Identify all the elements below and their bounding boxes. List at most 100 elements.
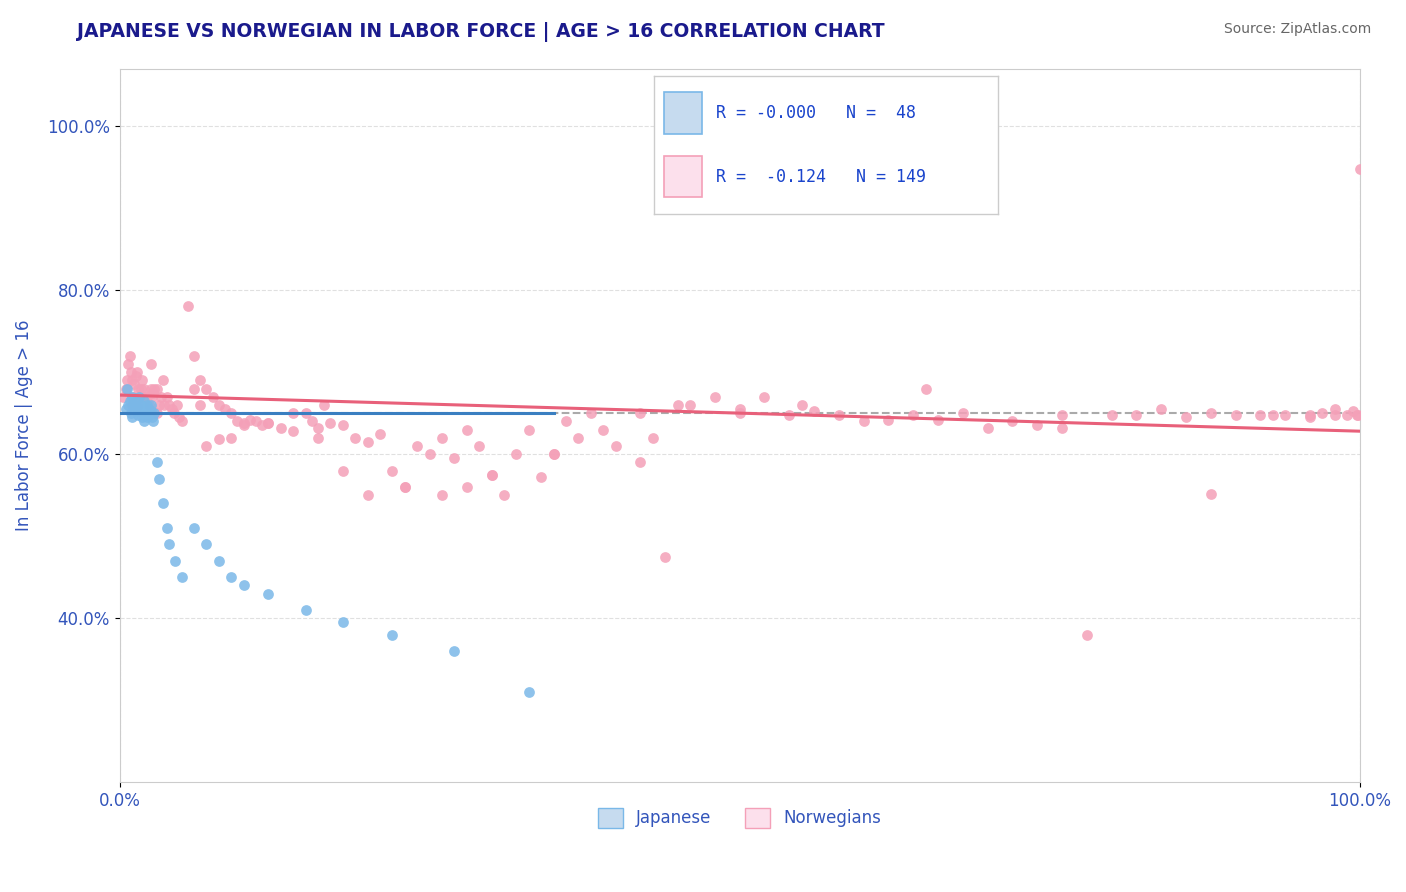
Point — [381, 464, 404, 478]
Legend: Japanese, Norwegians: Japanese, Norwegians — [592, 801, 887, 835]
Point — [131, 402, 153, 417]
Point — [219, 431, 242, 445]
Point — [157, 398, 180, 412]
Point — [142, 385, 165, 400]
Point — [214, 402, 236, 417]
Point — [146, 455, 169, 469]
Point — [118, 349, 141, 363]
Point — [121, 410, 143, 425]
Point — [131, 373, 153, 387]
Point — [177, 300, 200, 314]
Point — [443, 451, 465, 466]
Bar — [664, 93, 702, 134]
Point — [114, 402, 136, 417]
Point — [443, 644, 465, 658]
Point — [314, 398, 336, 412]
Point — [139, 398, 162, 412]
Point — [728, 406, 751, 420]
Point — [124, 377, 146, 392]
Point — [1343, 404, 1365, 418]
Point — [605, 439, 627, 453]
Point — [1225, 408, 1247, 422]
Point — [127, 404, 149, 418]
Point — [143, 382, 166, 396]
Point — [1310, 406, 1333, 420]
Point — [976, 421, 998, 435]
Point — [138, 398, 160, 412]
Point — [152, 496, 174, 510]
Point — [120, 365, 142, 379]
Y-axis label: In Labor Force | Age > 16: In Labor Force | Age > 16 — [15, 319, 32, 531]
Point — [1199, 486, 1222, 500]
Point — [124, 402, 146, 417]
Point — [1125, 408, 1147, 422]
Point — [118, 393, 141, 408]
Point — [141, 390, 163, 404]
Point — [167, 410, 190, 425]
Point — [183, 521, 205, 535]
Point — [257, 587, 280, 601]
Point — [754, 390, 776, 404]
Point — [146, 406, 169, 420]
Point — [592, 423, 614, 437]
Point — [163, 406, 186, 420]
Point — [156, 390, 179, 404]
Point — [1336, 408, 1358, 422]
Point — [301, 414, 323, 428]
Point — [115, 373, 138, 387]
Point — [381, 628, 404, 642]
Point — [1150, 402, 1173, 417]
Point — [121, 390, 143, 404]
Point — [728, 402, 751, 417]
Point — [148, 472, 170, 486]
Point — [394, 480, 416, 494]
Point — [1346, 408, 1368, 422]
Point — [332, 418, 354, 433]
Point — [149, 390, 172, 404]
Point — [156, 521, 179, 535]
Point — [492, 488, 515, 502]
Point — [195, 382, 218, 396]
Point — [877, 413, 900, 427]
Point — [188, 373, 211, 387]
Point — [121, 398, 143, 412]
Point — [1274, 408, 1296, 422]
Point — [468, 439, 491, 453]
Point — [139, 357, 162, 371]
Point — [122, 398, 145, 412]
Text: R =  -0.124   N = 149: R = -0.124 N = 149 — [716, 168, 925, 186]
Point — [219, 406, 242, 420]
Point — [356, 488, 378, 502]
Point — [1323, 408, 1346, 422]
Point — [152, 373, 174, 387]
Point — [307, 431, 329, 445]
Point — [208, 554, 231, 568]
Point — [481, 467, 503, 482]
Point — [125, 365, 148, 379]
Point — [166, 398, 188, 412]
Point — [127, 382, 149, 396]
Point — [135, 402, 157, 417]
Point — [129, 382, 152, 396]
Point — [141, 410, 163, 425]
Point — [183, 349, 205, 363]
Point — [344, 431, 367, 445]
Point — [153, 398, 176, 412]
Point — [135, 398, 157, 412]
Point — [679, 398, 702, 412]
Point — [127, 398, 149, 412]
Point — [270, 421, 292, 435]
Point — [828, 408, 851, 422]
Point — [143, 406, 166, 420]
Point — [517, 423, 540, 437]
Point — [543, 447, 565, 461]
Point — [283, 424, 305, 438]
Point — [232, 416, 254, 430]
Point — [517, 685, 540, 699]
Point — [1249, 408, 1271, 422]
Point — [128, 390, 150, 404]
Text: JAPANESE VS NORWEGIAN IN LABOR FORCE | AGE > 16 CORRELATION CHART: JAPANESE VS NORWEGIAN IN LABOR FORCE | A… — [77, 22, 884, 42]
Point — [294, 603, 316, 617]
Point — [654, 549, 676, 564]
Point — [332, 464, 354, 478]
